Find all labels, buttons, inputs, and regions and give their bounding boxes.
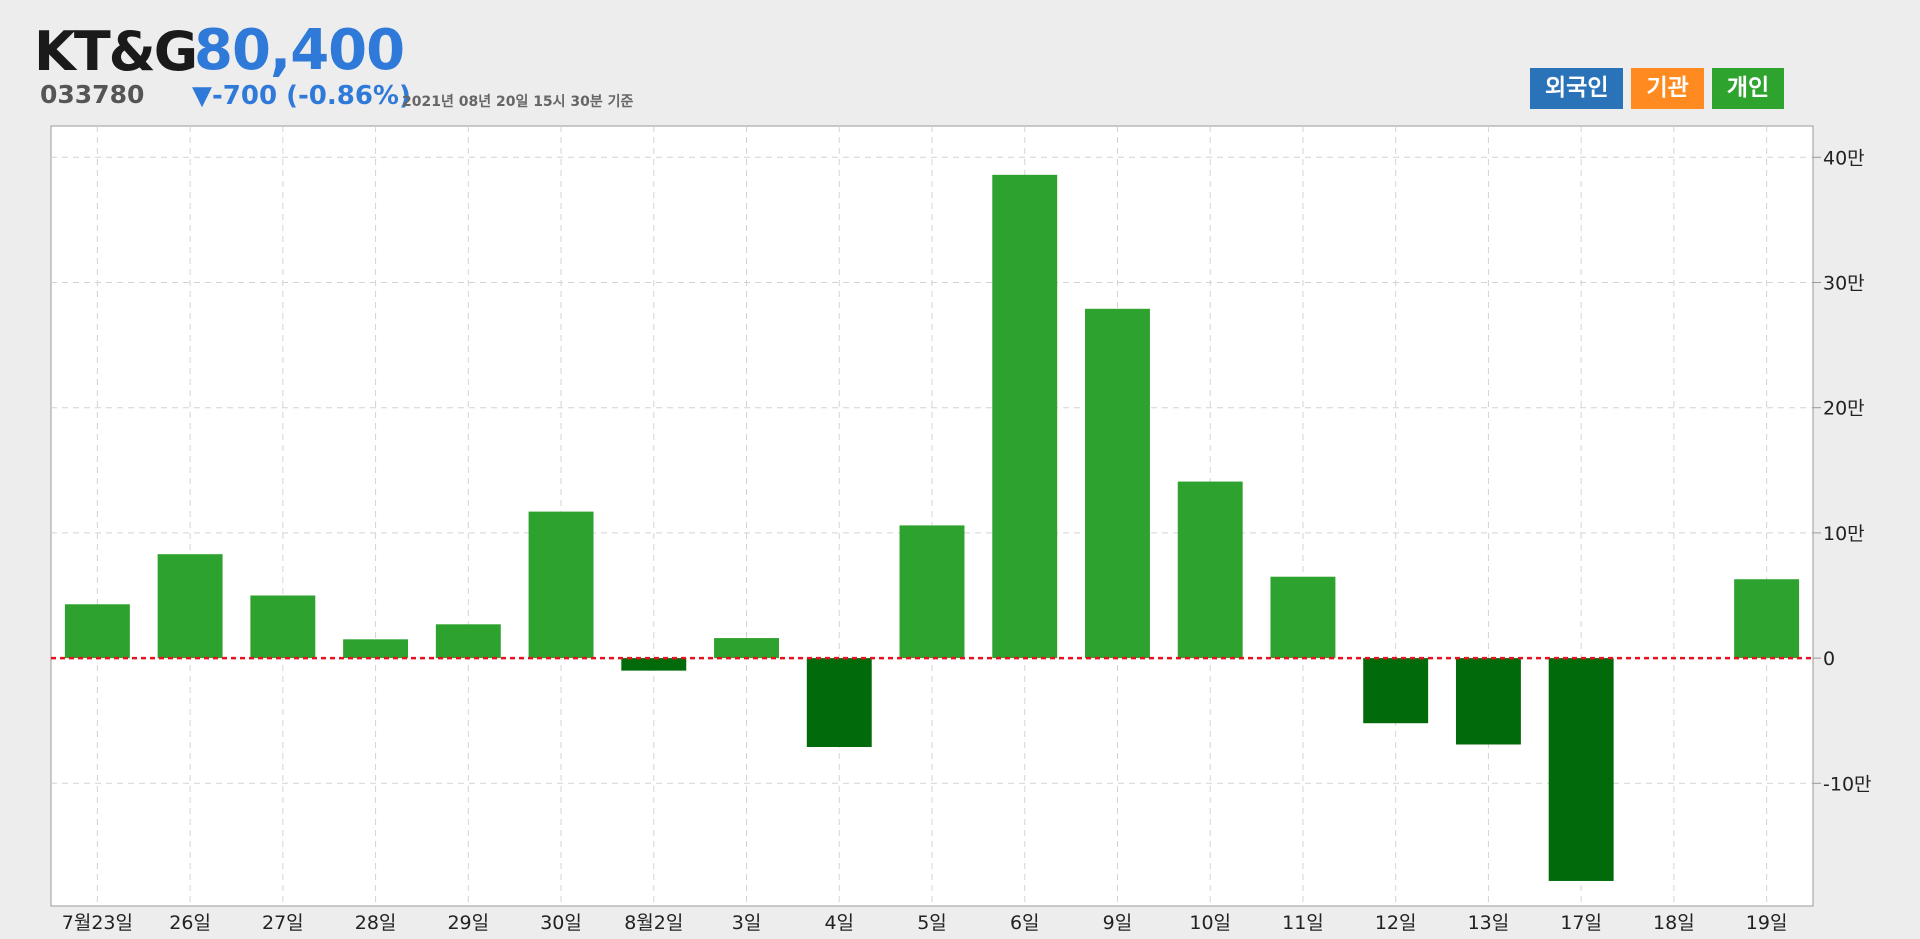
x-tick-label: 17일: [1560, 912, 1602, 934]
stock-code: 033780: [40, 80, 145, 109]
bars-group: [64, 174, 1800, 881]
x-tick-label: 29일: [447, 912, 489, 934]
x-tick-label: 9일: [1103, 912, 1133, 934]
stock-price: 80,400: [194, 18, 405, 83]
bar-11일[interactable]: [1270, 576, 1336, 659]
bar-26일[interactable]: [157, 554, 223, 659]
x-tick-label: 11일: [1282, 912, 1324, 934]
x-tick-label: 6일: [1010, 912, 1040, 934]
bar-17일[interactable]: [1548, 658, 1614, 881]
bar-28일[interactable]: [343, 639, 409, 659]
x-tick-label: 13일: [1468, 912, 1510, 934]
y-tick-label: -10만: [1823, 773, 1872, 795]
toggle-individual-button[interactable]: 개인: [1711, 68, 1785, 109]
y-tick-label: 0: [1823, 648, 1835, 670]
x-tick-label: 4일: [824, 912, 854, 934]
bar-27일[interactable]: [250, 595, 316, 659]
y-axis: 40만 30만 20만 10만 0 -10만: [1813, 147, 1872, 795]
bar-4일[interactable]: [806, 658, 872, 747]
x-tick-label: 3일: [732, 912, 762, 934]
x-tick-label: 26일: [169, 912, 211, 934]
toggle-institution-button[interactable]: 기관: [1631, 68, 1704, 109]
x-tick-label: 10일: [1189, 912, 1231, 934]
y-tick-label: 10만: [1823, 523, 1865, 545]
toggle-foreign-button[interactable]: 외국인: [1530, 68, 1624, 109]
x-tick-label: 27일: [262, 912, 304, 934]
stock-name: KT&G: [34, 20, 198, 83]
stock-timestamp: 2021년 08년 20일 15시 30분 기준: [402, 94, 634, 110]
x-tick-label: 7월23일: [62, 912, 133, 934]
x-tick-label: 18일: [1653, 912, 1695, 934]
stock-change: ▼-700 (-0.86%): [192, 81, 411, 111]
x-tick-label: 28일: [355, 912, 397, 934]
bar-30일[interactable]: [528, 511, 594, 659]
bar-3일[interactable]: [714, 638, 779, 659]
grid-lines: [51, 126, 1813, 906]
x-axis: 7월23일 26일 27일 28일 29일 30일 8월2일 3일 4일 5일 6일 9일 10일 11일…: [62, 912, 1788, 934]
bar-8월2일[interactable]: [621, 658, 687, 671]
bar-12일[interactable]: [1363, 658, 1429, 724]
bar-7월23일[interactable]: [64, 604, 130, 659]
bar-13일[interactable]: [1455, 658, 1521, 745]
bar-6일[interactable]: [992, 174, 1058, 659]
header: KT&G 80,400 033780 ▼-700 (-0.86%) 2021년 …: [0, 0, 1920, 124]
x-tick-label: 12일: [1375, 912, 1417, 934]
y-tick-label: 30만: [1823, 273, 1865, 295]
investor-toggle-group: 외국인 기관 개인: [1530, 68, 1785, 109]
y-tick-label: 20만: [1823, 398, 1865, 420]
x-tick-label: 30일: [540, 912, 582, 934]
x-tick-label: 8월2일: [624, 912, 683, 934]
y-tick-label: 40만: [1823, 147, 1865, 169]
bar-5일[interactable]: [899, 525, 965, 659]
bar-29일[interactable]: [435, 624, 501, 659]
x-tick-label: 19일: [1746, 912, 1788, 934]
bar-10일[interactable]: [1177, 481, 1243, 659]
x-tick-label: 5일: [917, 912, 947, 934]
bar-9일[interactable]: [1085, 308, 1150, 659]
bar-19일[interactable]: [1734, 579, 1800, 659]
